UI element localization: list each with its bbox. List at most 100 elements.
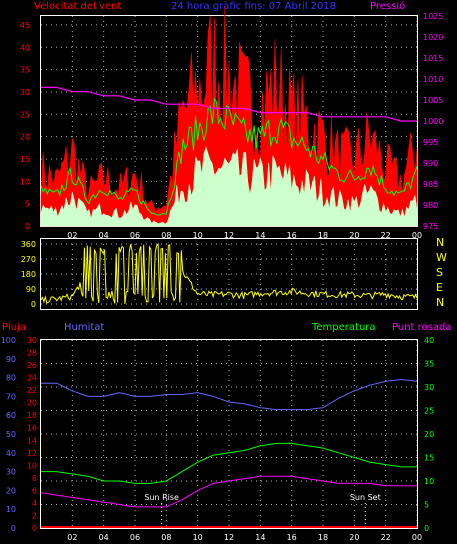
climate-x-tick: 08 [161,533,171,542]
wind-x-tick: 10 [193,231,203,240]
humidity-y-tick: 20 [6,486,16,495]
temperature-y-tick: 25 [424,407,434,416]
pressure-y-tick: 990 [423,159,438,168]
humidity-y-tick: 100 [1,336,16,345]
rain-y-tick: 10 [27,461,37,470]
rain-y-tick: 30 [27,336,37,345]
temperature-y-tick: 5 [424,501,429,510]
wind-x-tick: 12 [224,231,234,240]
wind-pressure-plot [40,6,418,227]
humidity-y-tick: 90 [6,355,16,364]
rain-label: Pluja [2,322,26,333]
wind-speed-title: Velocitat del vent [34,1,121,12]
wind-y-tick: 45 [20,21,30,30]
wind-x-tick: 22 [381,231,391,240]
wind-y-tick: 15 [20,155,30,164]
temperature-label: Temperatura [311,322,376,333]
direction-label: W [436,251,447,264]
direction-label: S [436,266,443,279]
wind-average-series [40,97,418,216]
direction-label: N [436,236,444,249]
temperature-y-tick: 30 [424,383,434,392]
climate-x-tick: 20 [349,533,359,542]
pressure-y-tick: 1020 [423,33,443,42]
rain-y-tick: 2 [32,511,37,520]
climate-x-tick: 12 [224,533,234,542]
pressure-y-tick: 1015 [423,54,443,63]
humidity-label: Humitat [64,322,104,333]
rain-y-tick: 14 [27,436,37,445]
rain-y-tick: 28 [27,349,37,358]
rain-y-tick: 0 [32,524,37,533]
climate-x-tick: 10 [193,533,203,542]
wind-y-tick: 40 [20,43,30,52]
direction-y-tick: 0 [31,300,36,309]
temperature-y-tick: 10 [424,477,434,486]
temperature-y-tick: 35 [424,360,434,369]
wind-y-tick: 20 [20,133,30,142]
rain-y-tick: 6 [32,486,37,495]
wind-y-tick: 35 [20,66,30,75]
climate-x-tick: 16 [287,533,297,542]
direction-y-tick: 360 [21,240,36,249]
chart-date-title: 24 hora gràfic fins: 07 Abril 2018 [171,0,336,12]
pressure-y-tick: 1010 [423,75,443,84]
climate-x-tick: 06 [130,533,140,542]
pressure-y-tick: 975 [423,222,438,231]
direction-y-tick: 180 [21,270,36,279]
wind-direction-plot [40,242,418,304]
wind-direction-series [40,242,418,304]
wind-y-tick: 30 [20,88,30,97]
wind-y-tick: 5 [25,200,30,209]
direction-y-tick: 90 [26,285,36,294]
wind-x-tick: 04 [99,231,109,240]
climate-x-tick: 04 [99,533,109,542]
pressure-y-tick: 985 [423,180,438,189]
temperature-series [41,442,417,484]
humidity-y-tick: 60 [6,411,16,420]
wind-x-tick: 18 [318,231,328,240]
pressure-y-tick: 1025 [423,12,443,21]
wind-x-tick: 14 [255,231,265,240]
climate-x-tick: 00 [412,533,422,542]
humidity-y-tick: 0 [11,524,16,533]
climate-x-tick: 02 [67,533,77,542]
temperature-y-tick: 15 [424,454,434,463]
pressure-y-tick: 1000 [423,117,443,126]
humidity-y-tick: 80 [6,374,16,383]
rain-y-tick: 26 [27,361,37,370]
climate-x-tick: 22 [381,533,391,542]
climate-x-tick: 18 [318,533,328,542]
pressure-y-tick: 1005 [423,96,443,105]
dew-point-series [40,475,417,508]
humidity-y-tick: 50 [6,430,16,439]
wind-gust-series [40,6,418,227]
pressure-y-tick: 980 [423,201,438,210]
rain-y-tick: 12 [27,449,37,458]
temperature-y-tick: 20 [424,430,434,439]
climate-x-tick: 14 [255,533,265,542]
wind-y-tick: 25 [20,110,30,119]
climate-panel-frame [40,339,418,529]
humidity-y-tick: 30 [6,468,16,477]
pressure-title: Pressió [370,0,405,12]
dew-point-label: Punt rosada [392,322,451,333]
humidity-y-tick: 10 [6,505,16,514]
direction-y-tick: 270 [21,255,36,264]
humidity-y-tick: 40 [6,449,16,458]
rain-y-tick: 4 [32,499,37,508]
rain-y-tick: 8 [32,474,37,483]
wind-y-tick: 10 [20,177,30,186]
wind-x-tick: 02 [67,231,77,240]
wind-speed-series [40,146,418,227]
temperature-y-tick: 0 [424,524,429,533]
climate-plot: Sun Rise Sun Set [40,378,418,528]
rain-y-tick: 24 [27,374,37,383]
wind-x-tick: 20 [349,231,359,240]
wind-x-tick: 00 [412,231,422,240]
temperature-y-tick: 40 [424,336,434,345]
rain-y-tick: 18 [27,411,37,420]
pressure-series [41,86,417,122]
wind-x-tick: 16 [287,231,297,240]
